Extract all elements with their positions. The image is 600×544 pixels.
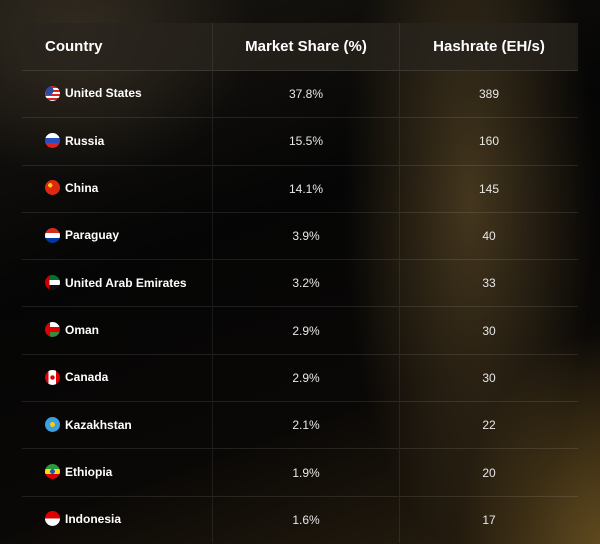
table-row: United Arab Emirates 3.2% 33 <box>22 259 578 307</box>
header-market-share: Market Share (%) <box>212 23 400 71</box>
table-row: China 14.1% 145 <box>22 164 578 213</box>
hashrate-cell: 17 <box>399 495 578 543</box>
china-flag-icon <box>45 180 60 196</box>
market-share-cell: 1.9% <box>212 448 400 497</box>
country-cell: Oman <box>22 306 213 355</box>
ethiopia-flag-icon <box>45 464 60 480</box>
country-name: United Arab Emirates <box>65 275 187 290</box>
oman-flag-icon <box>45 322 60 338</box>
country-cell: Russia <box>22 117 213 166</box>
country-cell: Canada <box>22 353 213 402</box>
mining-country-table: Country Market Share (%) Hashrate (EH/s)… <box>22 23 578 543</box>
hashrate-cell: 20 <box>399 448 578 497</box>
hashrate-cell: 30 <box>399 353 578 402</box>
header-hashrate: Hashrate (EH/s) <box>399 23 578 71</box>
uae-flag-icon <box>45 275 60 290</box>
country-name: Canada <box>65 370 109 385</box>
hashrate-cell: 40 <box>399 211 578 260</box>
indonesia-flag-icon <box>45 511 60 527</box>
kazakhstan-flag-icon <box>45 416 60 432</box>
country-cell: United Arab Emirates <box>22 259 213 307</box>
market-share-cell: 14.1% <box>212 164 400 213</box>
market-share-cell: 1.6% <box>212 495 400 543</box>
canada-flag-icon <box>45 369 60 385</box>
market-share-cell: 2.1% <box>212 401 400 449</box>
market-share-cell: 3.2% <box>212 259 400 307</box>
country-name: Indonesia <box>65 512 122 527</box>
market-share-cell: 3.9% <box>212 211 400 260</box>
hashrate-cell: 33 <box>399 259 578 307</box>
country-name: China <box>65 181 99 196</box>
hashrate-cell: 30 <box>399 306 578 355</box>
hashrate-cell: 145 <box>399 164 578 213</box>
table-row: United States 37.8% 389 <box>22 69 578 118</box>
russia-flag-icon <box>45 133 60 149</box>
market-share-cell: 2.9% <box>212 353 400 402</box>
country-name: Oman <box>65 322 100 337</box>
table-row: Ethiopia 1.9% 20 <box>22 448 578 497</box>
country-cell: Ethiopia <box>22 448 213 497</box>
hashrate-cell: 160 <box>399 117 578 166</box>
country-name: United States <box>65 86 142 101</box>
country-name: Kazakhstan <box>65 417 132 432</box>
market-share-cell: 2.9% <box>212 306 400 355</box>
hashrate-cell: 389 <box>399 69 578 118</box>
table-row: Oman 2.9% 30 <box>22 306 578 355</box>
header-country: Country <box>22 23 213 71</box>
country-cell: Indonesia <box>22 495 213 543</box>
table-row: Canada 2.9% 30 <box>22 353 578 402</box>
country-cell: Paraguay <box>22 211 213 260</box>
market-share-cell: 37.8% <box>212 69 400 118</box>
us-flag-icon <box>45 85 60 101</box>
country-name: Ethiopia <box>65 464 113 479</box>
paraguay-flag-icon <box>45 227 60 243</box>
table-row: Indonesia 1.6% 17 <box>22 495 578 543</box>
table-row: Russia 15.5% 160 <box>22 117 578 166</box>
country-cell: United States <box>22 69 213 118</box>
hashrate-cell: 22 <box>399 401 578 449</box>
country-name: Russia <box>65 133 105 148</box>
table-row: Kazakhstan 2.1% 22 <box>22 401 578 449</box>
country-name: Paraguay <box>65 228 120 243</box>
market-share-cell: 15.5% <box>212 117 400 166</box>
table-row: Paraguay 3.9% 40 <box>22 211 578 260</box>
country-cell: Kazakhstan <box>22 401 213 449</box>
table-header: Country Market Share (%) Hashrate (EH/s) <box>22 23 578 71</box>
country-cell: China <box>22 164 213 213</box>
